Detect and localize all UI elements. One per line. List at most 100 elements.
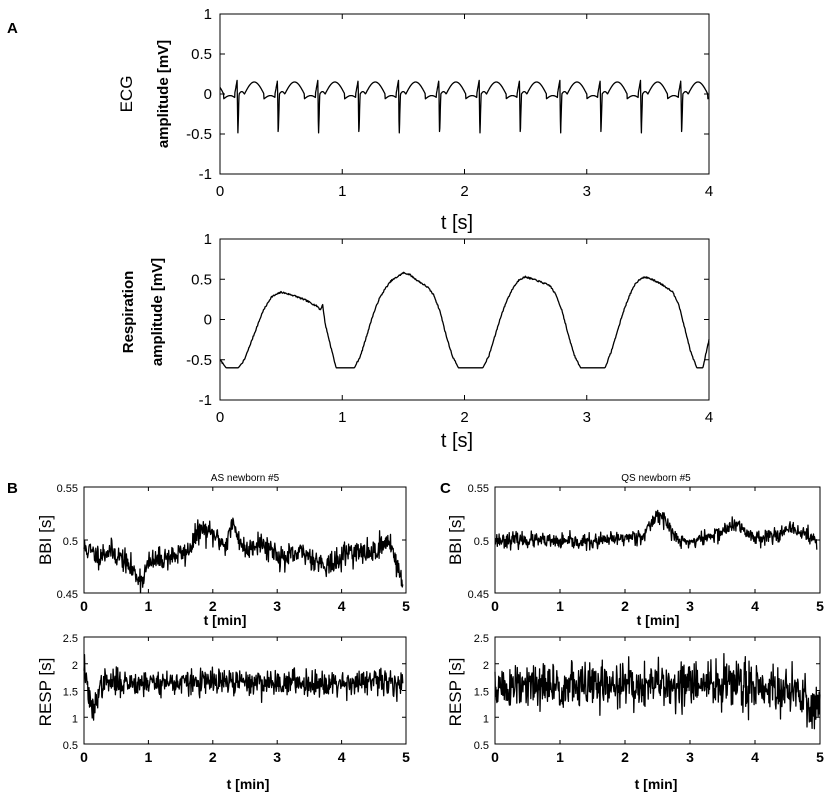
- ecg-x-ticks: 0 1 2 3 4: [216, 14, 713, 200]
- bbi-qs-x-tick-label: 0: [491, 598, 499, 614]
- bbi-qs-axes-frame: [494, 486, 821, 594]
- bbi-qs-chart: QS newborn #5 BBI [s] t [min] 0.45 0.5 0.5…: [446, 473, 824, 628]
- ecg-x-tick-label: 3: [583, 183, 591, 200]
- ecg-y-tick-label: 0: [204, 86, 212, 103]
- bbi-as-y-label: BBI [s]: [36, 515, 55, 565]
- ecg-y-tick-label: -1: [199, 166, 212, 183]
- resp-qs-chart: RESP [s] t [min] 0.5 1 1.5 2 2.5 0 1 2 3 4 5: [446, 633, 824, 792]
- resp-as-x-tick-label: 1: [145, 749, 153, 765]
- bbi-qs-trace: [494, 509, 818, 552]
- resp-as-x-tick-label: 2: [209, 749, 217, 765]
- ecg-chart: ECG amplitude [mV] t [s] -1 -0.5 0 0.5 1 0 1 2…: [117, 6, 713, 234]
- resp-as-x-tick-label: 4: [338, 749, 346, 765]
- ecg-x-tick-label: 4: [705, 183, 713, 200]
- ecg-y-ticks: -1 -0.5 0 0.5 1: [186, 6, 709, 183]
- resp-x-tick-label: 3: [583, 409, 591, 426]
- ecg-y-label: ECG: [117, 76, 136, 113]
- resp-as-y-tick-label: 1.5: [63, 687, 78, 699]
- ecg-y-tick-label: 0.5: [191, 46, 212, 63]
- resp-qs-y-tick-label: 1.5: [474, 687, 489, 699]
- resp-as-y-label: RESP [s]: [36, 658, 55, 727]
- resp-qs-y-tick-label: 0.5: [474, 740, 489, 752]
- resp-axes-frame: [219, 238, 710, 401]
- resp-y-tick-label: -0.5: [186, 352, 212, 369]
- bbi-qs-y-tick-label: 0.5: [474, 536, 489, 548]
- resp-x-tick-label: 1: [338, 409, 346, 426]
- bbi-qs-y-tick-label: 0.55: [468, 483, 489, 495]
- ecg-y-tick-label: -0.5: [186, 126, 212, 143]
- bbi-qs-x-tick-label: 1: [556, 598, 564, 614]
- ecg-x-tick-label: 0: [216, 183, 224, 200]
- resp-y-tick-label: 0: [204, 312, 212, 329]
- resp-qs-y-tick-label: 1: [483, 713, 489, 725]
- bbi-as-y-ticks: 0.45 0.5 0.55: [57, 483, 406, 601]
- resp-qs-x-tick-label: 1: [556, 749, 564, 765]
- resp-as-chart: RESP [s] t [min] 0.5 1 1.5 2 2.5 0 1 2 3 4 5: [36, 633, 410, 792]
- bbi-as-x-tick-label: 1: [145, 598, 153, 614]
- resp-as-y-tick-label: 2.5: [63, 633, 78, 645]
- resp-y-tick-label: -1: [199, 392, 212, 409]
- resp-x-label: t [s]: [441, 430, 473, 452]
- bbi-as-x-tick-label: 5: [402, 598, 410, 614]
- resp-qs-trace: [494, 652, 821, 730]
- resp-x-ticks: 0 1 2 3 4: [216, 239, 713, 426]
- resp-as-y-tick-label: 0.5: [63, 740, 78, 752]
- resp-y-label-units: amplitude [mV]: [149, 258, 166, 366]
- respiration-trace: [219, 271, 710, 369]
- resp-as-trace: [83, 654, 404, 721]
- bbi-as-chart: AS newborn #5 BBI [s] t [min] 0.45 0.5 0.5…: [36, 473, 410, 628]
- bbi-as-x-label: t [min]: [204, 612, 247, 628]
- bbi-qs-title: QS newborn #5: [621, 473, 691, 484]
- resp-x-tick-label: 2: [460, 409, 468, 426]
- resp-x-tick-label: 0: [216, 409, 224, 426]
- resp-as-x-ticks: 0 1 2 3 4 5: [80, 637, 410, 765]
- resp-as-y-tick-label: 2: [72, 660, 78, 672]
- ecg-y-tick-label: 1: [204, 6, 212, 23]
- panel-label-c: C: [440, 480, 451, 497]
- resp-qs-y-tick-label: 2.5: [474, 633, 489, 645]
- resp-qs-x-label: t [min]: [635, 776, 678, 792]
- panel-label-a: A: [7, 20, 18, 37]
- bbi-as-x-tick-label: 3: [273, 598, 281, 614]
- resp-as-x-tick-label: 0: [80, 749, 88, 765]
- bbi-qs-y-ticks: 0.45 0.5 0.55: [468, 483, 820, 601]
- resp-qs-x-tick-label: 0: [491, 749, 499, 765]
- bbi-qs-y-tick-label: 0.45: [468, 589, 489, 601]
- bbi-as-x-tick-label: 2: [209, 598, 217, 614]
- resp-as-x-tick-label: 5: [402, 749, 410, 765]
- bbi-as-y-tick-label: 0.55: [57, 483, 78, 495]
- ecg-x-tick-label: 2: [460, 183, 468, 200]
- resp-y-ticks: -1 -0.5 0 0.5 1: [186, 231, 709, 409]
- resp-qs-x-tick-label: 2: [621, 749, 629, 765]
- resp-y-label: Respiration: [120, 271, 137, 354]
- ecg-axes-frame: [219, 13, 710, 175]
- bbi-as-y-tick-label: 0.45: [57, 589, 78, 601]
- resp-qs-x-ticks: 0 1 2 3 4 5: [491, 637, 824, 765]
- bbi-qs-x-label: t [min]: [637, 612, 680, 628]
- resp-y-tick-label: 1: [204, 231, 212, 248]
- resp-qs-x-tick-label: 4: [751, 749, 759, 765]
- resp-as-x-tick-label: 3: [273, 749, 281, 765]
- bbi-as-x-tick-label: 4: [338, 598, 346, 614]
- bbi-as-trace: [83, 517, 404, 594]
- ecg-x-tick-label: 1: [338, 183, 346, 200]
- bbi-qs-x-ticks: 0 1 2 3 4 5: [491, 487, 824, 614]
- resp-qs-y-tick-label: 2: [483, 660, 489, 672]
- resp-as-x-label: t [min]: [227, 776, 270, 792]
- bbi-as-axes-frame: [83, 486, 407, 594]
- bbi-as-y-tick-label: 0.5: [63, 536, 78, 548]
- resp-qs-y-label: RESP [s]: [446, 658, 465, 727]
- bbi-as-x-tick-label: 0: [80, 598, 88, 614]
- panel-label-b: B: [7, 480, 18, 497]
- bbi-as-title: AS newborn #5: [211, 473, 280, 484]
- resp-y-tick-label: 0.5: [191, 271, 212, 288]
- resp-qs-axes-frame: [494, 636, 821, 745]
- ecg-y-label-units: amplitude [mV]: [155, 40, 172, 148]
- bbi-qs-x-tick-label: 3: [686, 598, 694, 614]
- resp-as-axes-frame: [83, 636, 407, 745]
- bbi-qs-y-label: BBI [s]: [446, 515, 465, 565]
- resp-as-y-tick-label: 1: [72, 713, 78, 725]
- ecg-x-label: t [s]: [441, 212, 473, 234]
- respiration-chart: Respiration amplitude [mV] t [s] -1 -0.5 0…: [120, 231, 713, 452]
